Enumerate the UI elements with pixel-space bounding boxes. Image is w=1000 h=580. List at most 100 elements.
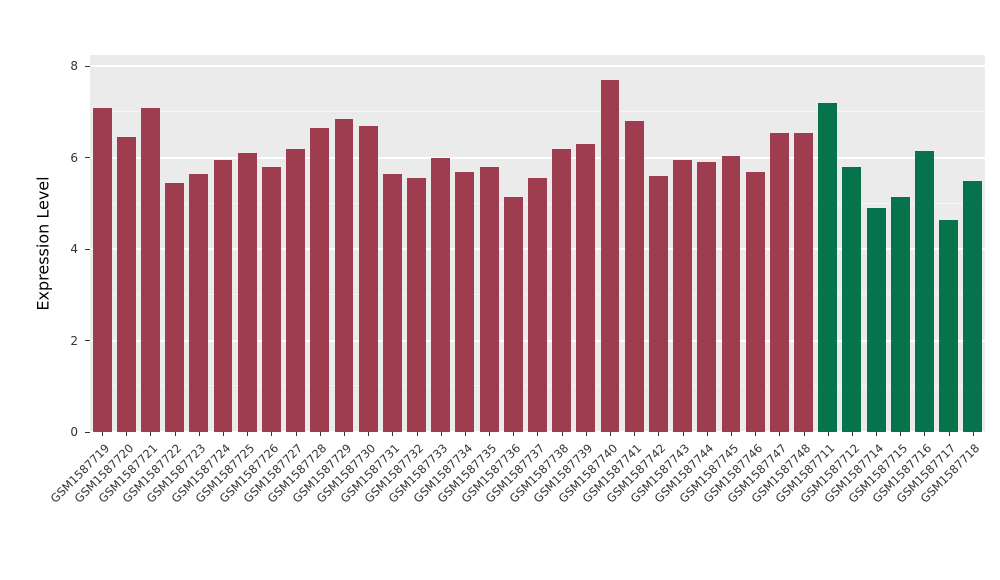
bar-GSM1587731 <box>382 173 402 432</box>
bar-GSM1587739 <box>576 144 596 432</box>
bar-GSM1587711 <box>818 102 838 432</box>
y-tick-mark <box>85 65 90 67</box>
x-label-slot: GSM1587745 <box>676 432 743 552</box>
gridline-minor <box>90 111 985 113</box>
x-label-slot: GSM1587742 <box>604 432 670 552</box>
bar-slot <box>719 55 743 432</box>
x-tick-mark <box>876 432 878 436</box>
x-label-slot: GSM1587743 <box>628 432 695 552</box>
x-label-slot: GSM1587711 <box>773 432 840 552</box>
bar-GSM1587738 <box>552 148 572 432</box>
x-label-slot: GSM1587716 <box>870 432 936 552</box>
x-tick-mark <box>489 432 491 436</box>
x-label-slot: GSM1587726 <box>217 432 283 552</box>
bar-GSM1587727 <box>286 148 306 432</box>
x-label-slot: GSM1587728 <box>265 432 332 552</box>
x-tick-mark <box>271 432 273 436</box>
bar-GSM1587717 <box>939 219 959 432</box>
bar-slot <box>259 55 283 432</box>
bar-GSM1587728 <box>310 128 330 432</box>
x-label-slot: GSM1587733 <box>386 432 453 552</box>
x-tick-mark <box>295 432 297 436</box>
x-tick-mark <box>416 432 418 436</box>
x-label-slot: GSM1587731 <box>338 432 404 552</box>
bar-GSM1587716 <box>915 150 934 432</box>
x-tick-mark <box>948 432 950 436</box>
bar-GSM1587742 <box>648 176 668 432</box>
bar-GSM1587735 <box>479 166 499 432</box>
bar-slot <box>235 55 259 432</box>
bar-slot <box>622 55 646 432</box>
bar-GSM1587737 <box>528 178 547 432</box>
bar-GSM1587729 <box>334 118 354 432</box>
x-label-slot: GSM1587746 <box>700 432 767 552</box>
x-label-slot: GSM1587712 <box>797 432 864 552</box>
x-tick-mark <box>779 432 781 436</box>
x-label-slot: GSM1587725 <box>193 432 259 552</box>
bars <box>90 55 985 432</box>
y-tick-label: 8 <box>70 59 78 74</box>
x-label-slot: GSM1587719 <box>47 432 114 552</box>
x-tick-mark <box>126 432 128 436</box>
bar-GSM1587730 <box>358 125 378 432</box>
x-tick-mark <box>900 432 902 436</box>
gridline-major <box>90 156 985 159</box>
bar-GSM1587747 <box>769 132 789 432</box>
bar-GSM1587720 <box>116 137 136 432</box>
bar-GSM1587721 <box>141 107 160 432</box>
x-tick-mark <box>198 432 200 436</box>
x-tick-mark <box>682 432 684 436</box>
x-label-slot: GSM1587730 <box>313 432 380 552</box>
x-tick-mark <box>513 432 515 436</box>
bar-GSM1587740 <box>600 80 620 432</box>
bar-GSM1587748 <box>794 132 813 432</box>
x-tick-mark <box>924 432 926 436</box>
x-tick-mark <box>319 432 321 436</box>
x-label-slot: GSM1587720 <box>72 432 138 552</box>
x-label-slot: GSM1587718 <box>918 432 985 552</box>
x-label-slot: GSM1587748 <box>749 432 815 552</box>
gridline-major <box>90 65 985 68</box>
x-tick-mark <box>464 432 466 436</box>
bar-slot <box>840 55 864 432</box>
bar-GSM1587744 <box>697 162 717 432</box>
plot-panel <box>90 55 985 433</box>
bar-GSM1587712 <box>842 166 862 432</box>
x-label-slot: GSM1587740 <box>555 432 622 552</box>
x-tick-mark <box>392 432 394 436</box>
x-tick-mark <box>150 432 152 436</box>
bar-GSM1587746 <box>745 171 765 432</box>
bar-slot <box>695 55 719 432</box>
bar-GSM1587725 <box>237 153 257 432</box>
x-label-slot: GSM1587738 <box>507 432 574 552</box>
x-tick-mark <box>730 432 732 436</box>
bar-slot <box>211 55 235 432</box>
y-tick-label: 2 <box>70 333 78 348</box>
x-tick-mark <box>851 432 853 436</box>
y-tick-label: 0 <box>70 425 78 439</box>
y-tick-label: 6 <box>70 150 78 165</box>
x-tick-mark <box>537 432 539 436</box>
x-tick-mark <box>634 432 636 436</box>
bar-GSM1587724 <box>213 160 233 432</box>
bar-slot <box>864 55 888 432</box>
x-label-slot: GSM1587747 <box>725 432 791 552</box>
bar-slot <box>791 55 815 432</box>
bar-slot <box>284 55 308 432</box>
x-label-slot: GSM1587715 <box>846 432 912 552</box>
bar-slot <box>888 55 912 432</box>
bar-slot <box>308 55 332 432</box>
x-label-slot: GSM1587739 <box>531 432 598 552</box>
bar-slot <box>550 55 574 432</box>
x-tick-mark <box>561 432 563 436</box>
x-label-slot: GSM1587714 <box>821 432 888 552</box>
bar-slot <box>90 55 114 432</box>
x-label-slot: GSM1587741 <box>580 432 646 552</box>
bar-slot <box>163 55 187 432</box>
y-tick-mark <box>85 157 90 159</box>
bar-slot <box>501 55 525 432</box>
bar-GSM1587722 <box>165 182 185 432</box>
x-tick-mark <box>368 432 370 436</box>
x-label-slot: GSM1587727 <box>241 432 308 552</box>
x-label-slot: GSM1587735 <box>434 432 501 552</box>
